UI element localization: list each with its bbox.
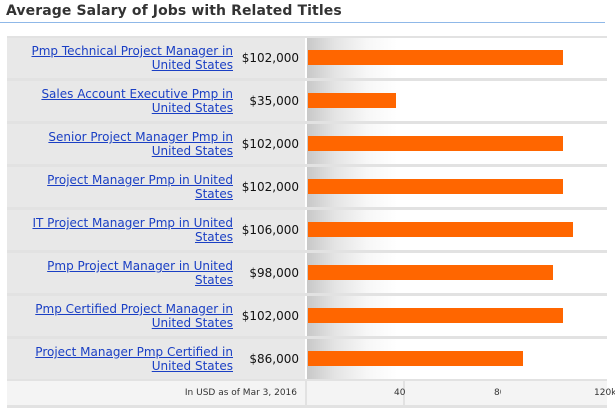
job-title-link[interactable]: Sales Account Executive Pmp in United St…: [41, 87, 233, 115]
salary-bar: [308, 136, 563, 151]
title-divider: [0, 22, 605, 23]
salary-bar-chart: Pmp Technical Project Manager in United …: [7, 36, 615, 408]
salary-value-label: $98,000: [249, 266, 299, 280]
job-title-link[interactable]: Senior Project Manager Pmp in United Sta…: [48, 130, 233, 158]
axis-tick-cell: [405, 381, 501, 405]
salary-bar: [308, 179, 563, 194]
salary-value-cell: $106,000: [241, 210, 305, 250]
axis-tick-cell: [501, 381, 607, 405]
axis-tick-label: 120k: [594, 388, 615, 398]
bar-plot-area: [307, 124, 607, 164]
bar-plot-area: [307, 210, 607, 250]
salary-value-cell: $102,000: [241, 38, 305, 78]
job-title-link[interactable]: Pmp Technical Project Manager in United …: [31, 44, 234, 72]
bar-plot-area: [307, 339, 607, 379]
job-label-cell: Pmp Certified Project Manager in United …: [7, 296, 241, 336]
salary-value-label: $102,000: [241, 137, 299, 151]
salary-value-cell: $102,000: [241, 167, 305, 207]
salary-value-label: $35,000: [249, 94, 299, 108]
salary-value-label: $102,000: [241, 180, 299, 194]
salary-bar: [308, 308, 563, 323]
job-label-cell: Pmp Project Manager in United States: [7, 253, 241, 293]
currency-date-note: In USD as of Mar 3, 2016: [184, 388, 297, 398]
salary-value-cell: $86,000: [241, 339, 305, 379]
salary-value-cell: $35,000: [241, 81, 305, 121]
salary-value-cell: $102,000: [241, 296, 305, 336]
salary-value-cell: $102,000: [241, 124, 305, 164]
job-title-link[interactable]: Project Manager Pmp Certified in United …: [35, 345, 233, 373]
job-label-cell: Pmp Technical Project Manager in United …: [7, 38, 241, 78]
salary-value-label: $106,000: [241, 223, 299, 237]
bar-plot-area: [307, 253, 607, 293]
job-label-cell: Sales Account Executive Pmp in United St…: [7, 81, 241, 121]
salary-bar: [308, 222, 573, 237]
bar-plot-area: [307, 81, 607, 121]
job-title-link[interactable]: Project Manager Pmp in United States: [47, 173, 233, 201]
salary-value-label: $102,000: [241, 51, 299, 65]
bar-plot-area: [307, 296, 607, 336]
salary-value-label: $86,000: [249, 352, 299, 366]
job-label-cell: Project Manager Pmp Certified in United …: [7, 339, 241, 379]
axis-tick-cell: [307, 381, 403, 405]
job-title-link[interactable]: Pmp Project Manager in United States: [47, 259, 233, 287]
job-title-link[interactable]: Pmp Certified Project Manager in United …: [35, 302, 233, 330]
salary-bar: [308, 351, 523, 366]
salary-bar: [308, 93, 396, 108]
axis-note-cell: In USD as of Mar 3, 2016: [7, 381, 305, 405]
salary-bar: [308, 50, 563, 65]
bar-plot-area: [307, 38, 607, 78]
salary-bar: [308, 265, 553, 280]
job-label-cell: Senior Project Manager Pmp in United Sta…: [7, 124, 241, 164]
job-label-cell: IT Project Manager Pmp in United States: [7, 210, 241, 250]
bar-plot-area: [307, 167, 607, 207]
salary-value-cell: $98,000: [241, 253, 305, 293]
axis-tick-label: 40k: [394, 388, 411, 398]
salary-value-label: $102,000: [241, 309, 299, 323]
job-label-cell: Project Manager Pmp in United States: [7, 167, 241, 207]
job-title-link[interactable]: IT Project Manager Pmp in United States: [32, 216, 233, 244]
chart-title: Average Salary of Jobs with Related Titl…: [6, 3, 342, 19]
